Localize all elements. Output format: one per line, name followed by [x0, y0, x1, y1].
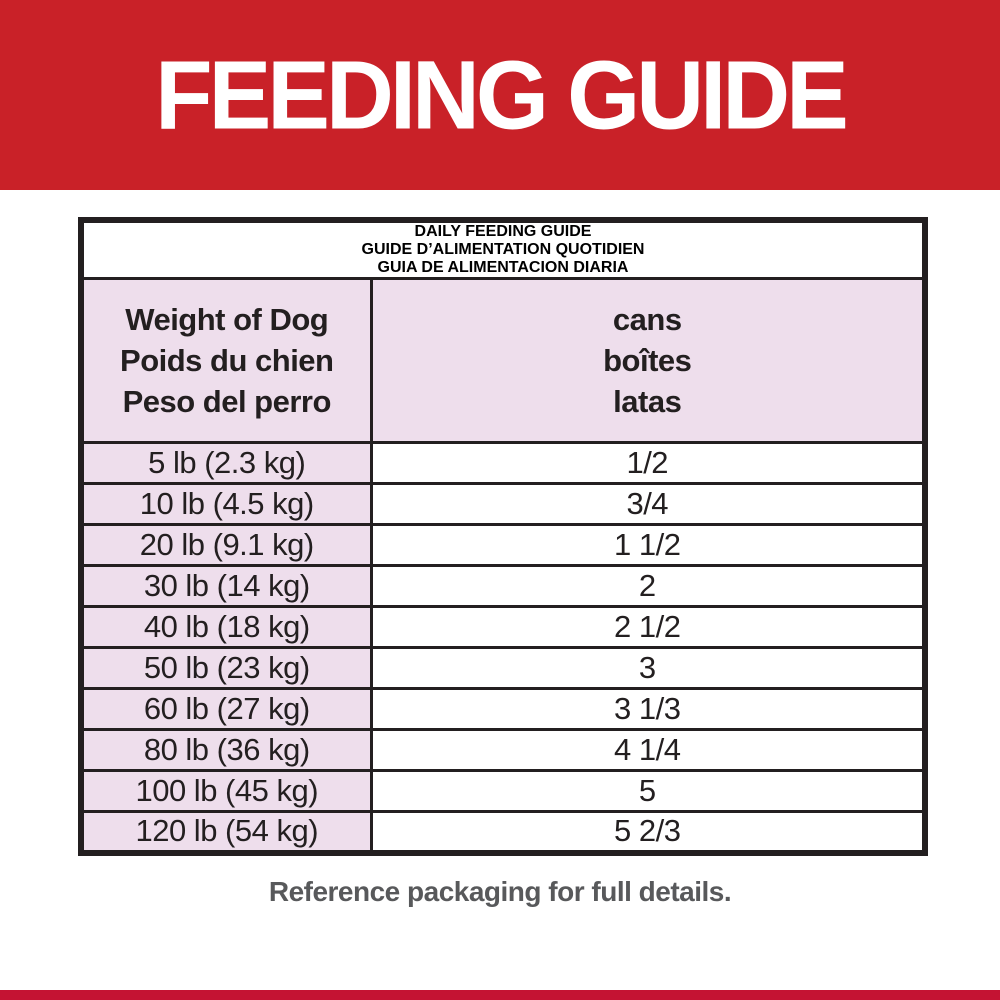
column-header-cans: cans boîtes latas	[369, 277, 927, 444]
column-header-weight: Weight of Dog Poids du chien Peso del pe…	[79, 277, 373, 444]
table-row: 80 lb (36 kg) 4 1/4	[79, 728, 927, 772]
weight-cell: 100 lb (45 kg)	[79, 769, 373, 813]
cans-cell: 4 1/4	[369, 728, 927, 772]
page-title: FEEDING GUIDE	[155, 39, 849, 150]
weight-header-line-es: Peso del perro	[122, 384, 332, 419]
table-row: 60 lb (27 kg) 3 1/3	[79, 687, 927, 731]
weight-cell: 80 lb (36 kg)	[79, 728, 373, 772]
table-title-row: DAILY FEEDING GUIDE GUIDE D’ALIMENTATION…	[79, 218, 927, 280]
table-row: 100 lb (45 kg) 5	[79, 769, 927, 813]
table-row: 30 lb (14 kg) 2	[79, 564, 927, 608]
weight-header-line-fr: Poids du chien	[120, 343, 334, 378]
table-title: DAILY FEEDING GUIDE GUIDE D’ALIMENTATION…	[79, 218, 927, 280]
red-banner: FEEDING GUIDE	[0, 0, 1000, 190]
cans-cell: 3	[369, 646, 927, 690]
bottom-red-strip	[0, 990, 1000, 1000]
table-row: 20 lb (9.1 kg) 1 1/2	[79, 523, 927, 567]
weight-cell: 120 lb (54 kg)	[79, 810, 373, 854]
weight-cell: 20 lb (9.1 kg)	[79, 523, 373, 567]
daily-feeding-guide-table: DAILY FEEDING GUIDE GUIDE D’ALIMENTATION…	[78, 217, 929, 856]
table-title-line-en: DAILY FEEDING GUIDE	[414, 223, 592, 240]
weight-cell: 5 lb (2.3 kg)	[79, 441, 373, 485]
weight-cell: 30 lb (14 kg)	[79, 564, 373, 608]
cans-cell: 1/2	[369, 441, 927, 485]
table-row: 120 lb (54 kg) 5 2/3	[79, 810, 927, 854]
cans-header-line-en: cans	[612, 302, 682, 337]
table-row: 5 lb (2.3 kg) 1/2	[79, 441, 927, 485]
weight-header-line-en: Weight of Dog	[125, 302, 329, 337]
footnote: Reference packaging for full details.	[268, 875, 732, 907]
weight-cell: 10 lb (4.5 kg)	[79, 482, 373, 526]
table-row: 50 lb (23 kg) 3	[79, 646, 927, 690]
table-title-line-es: GUIA DE ALIMENTACION DIARIA	[377, 259, 629, 276]
cans-header-line-fr: boîtes	[603, 343, 692, 378]
cans-cell: 2	[369, 564, 927, 608]
table-container: DAILY FEEDING GUIDE GUIDE D’ALIMENTATION…	[78, 217, 929, 856]
cans-cell: 3 1/3	[369, 687, 927, 731]
cans-cell: 3/4	[369, 482, 927, 526]
table-row: 40 lb (18 kg) 2 1/2	[79, 605, 927, 649]
cans-cell: 1 1/2	[369, 523, 927, 567]
cans-header-line-es: latas	[613, 384, 682, 419]
weight-cell: 60 lb (27 kg)	[79, 687, 373, 731]
column-header-row: Weight of Dog Poids du chien Peso del pe…	[79, 277, 927, 444]
cans-cell: 5 2/3	[369, 810, 927, 854]
table-title-line-fr: GUIDE D’ALIMENTATION QUOTIDIEN	[361, 241, 645, 258]
cans-cell: 2 1/2	[369, 605, 927, 649]
weight-cell: 50 lb (23 kg)	[79, 646, 373, 690]
cans-cell: 5	[369, 769, 927, 813]
weight-cell: 40 lb (18 kg)	[79, 605, 373, 649]
table-row: 10 lb (4.5 kg) 3/4	[79, 482, 927, 526]
